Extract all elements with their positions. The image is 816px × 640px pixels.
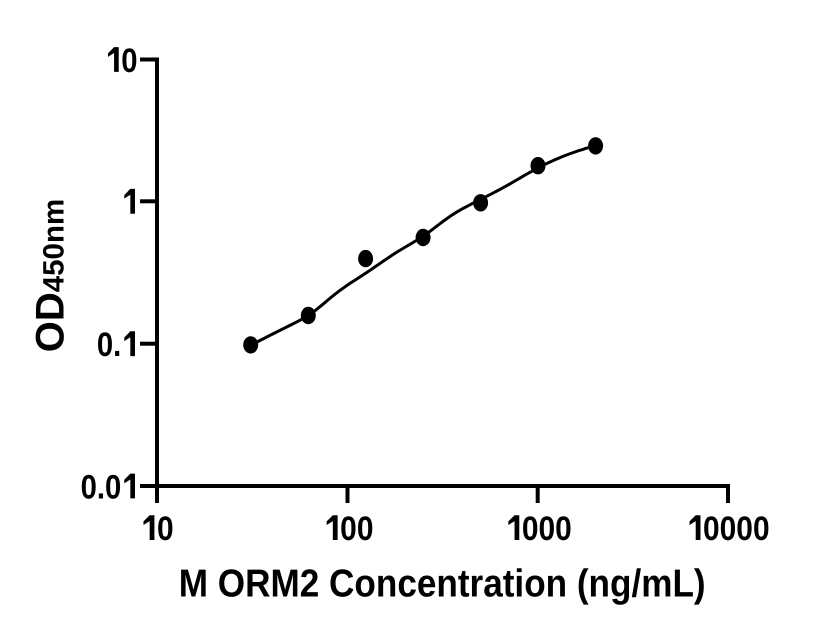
svg-text:0000: 0000 <box>703 510 770 548</box>
svg-text:00: 00 <box>340 510 373 548</box>
svg-text:OD450nm: OD450nm <box>29 199 73 352</box>
svg-text:0: 0 <box>121 42 137 80</box>
svg-text:0.0: 0.0 <box>81 468 122 506</box>
svg-text:0: 0 <box>157 510 174 548</box>
svg-text:000: 000 <box>522 510 572 548</box>
svg-text:0.: 0. <box>97 326 121 364</box>
svg-text:M ORM2 Concentration (ng/mL): M ORM2 Concentration (ng/mL) <box>179 563 706 606</box>
